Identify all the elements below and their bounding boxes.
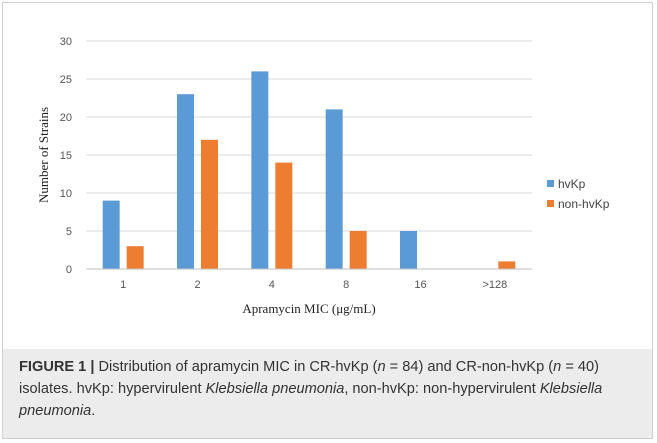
legend-label: hvKp	[558, 177, 586, 191]
figure-caption: FIGURE 1 | Distribution of apramycin MIC…	[19, 356, 639, 422]
x-tick-label: >128	[482, 279, 507, 291]
grid-lines	[86, 40, 532, 232]
y-tick-label: 30	[60, 36, 72, 48]
y-tick-label: 25	[60, 74, 72, 86]
x-tick-label: 16	[414, 279, 426, 291]
caption-label: FIGURE 1 |	[19, 359, 95, 375]
caption-segment-3: = 40) isolates. hvKp: hypervirulent	[19, 359, 599, 397]
x-axis-title: Apramycin MIC (μg/mL)	[242, 301, 375, 316]
bar-non-hvkp	[498, 261, 516, 269]
bar-hvkp	[102, 200, 120, 269]
x-tick-label: 8	[343, 279, 349, 291]
bar-non-hvkp	[349, 231, 367, 269]
y-tick-labels: 0 5 10 15 20 25 30	[60, 36, 72, 276]
bar-non-hvkp	[275, 162, 293, 269]
bar-hvkp	[177, 94, 194, 269]
caption-species-1: Klebsiella pneumonia	[205, 381, 345, 397]
x-tick-label: 1	[120, 279, 126, 291]
y-tick-label: 15	[60, 150, 72, 162]
x-tick-label: 2	[194, 279, 200, 291]
y-tick-label: 10	[60, 188, 72, 200]
bar-hvkp	[325, 109, 343, 270]
bar-hvkp	[400, 231, 417, 269]
caption-segment-2: = 84) and CR-non-hvKp (	[385, 359, 554, 375]
y-axis-title: Number of Strains	[36, 107, 51, 203]
x-tick-label: 4	[269, 279, 275, 291]
bar-non-hvkp	[201, 139, 218, 269]
bars	[102, 71, 516, 270]
y-tick-label: 0	[66, 264, 72, 276]
legend-swatch	[547, 200, 554, 207]
caption-species-2: Klebsiella pneumonia	[19, 381, 603, 419]
bar-non-hvkp	[126, 246, 144, 269]
caption-segment-1: Distribution of apramycin MIC in CR-hvKp…	[94, 359, 378, 375]
caption-area	[3, 349, 652, 438]
bar-hvkp	[251, 71, 269, 270]
y-tick-label: 5	[66, 226, 72, 238]
bar-chart: 0 5 10 15 20 25 30 1 2 4 8 16 >128 Apramycin MIC (μ…	[36, 36, 610, 316]
caption-n-1: n	[377, 359, 386, 375]
legend-swatch	[547, 180, 554, 187]
caption-segment-4: , non-hvKp: non-hypervirulent	[344, 381, 540, 397]
x-tick-labels: 1 2 4 8 16 >128	[120, 279, 507, 291]
caption-segment-5: .	[91, 403, 96, 419]
legend-label: non-hvKp	[558, 197, 610, 211]
caption-n-2: n	[553, 359, 562, 375]
legend: hvKp non-hvKp	[547, 177, 610, 211]
y-tick-label: 20	[60, 112, 72, 124]
